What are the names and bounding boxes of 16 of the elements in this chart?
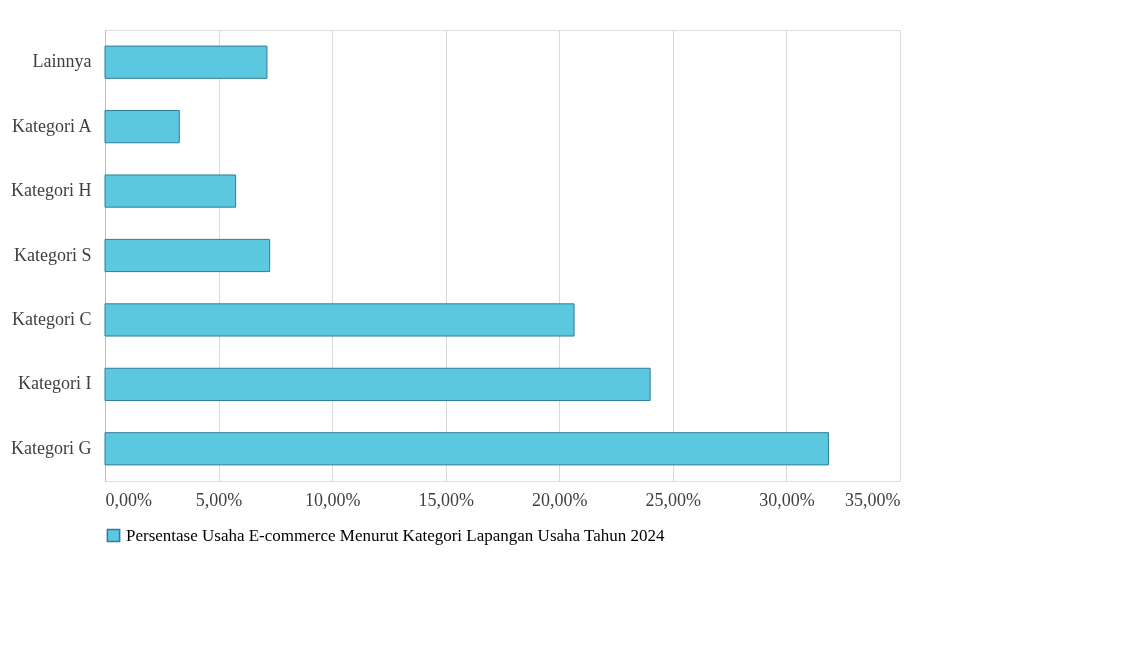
x-tick-label: 35,00%	[845, 489, 901, 510]
y-tick-label: Kategori A	[12, 115, 92, 136]
x-tick-label: 25,00%	[645, 489, 702, 510]
x-tick-label: 5,00%	[195, 489, 243, 510]
x-tick-label: 20,00%	[532, 489, 588, 510]
y-tick-label: Kategori G	[11, 437, 92, 458]
y-tick-label: Kategori C	[12, 308, 92, 329]
legend-label: Persentase Usaha E-commerce Menurut Kategori Lapangan Usaha Tahun 2024	[126, 525, 666, 545]
y-tick-label: Kategori H	[11, 180, 92, 201]
x-tick-label: 30,00%	[759, 489, 815, 510]
y-tick-label: Kategori I	[18, 373, 92, 394]
y-tick-label: Kategori S	[14, 244, 92, 265]
x-tick-label: 15,00%	[418, 489, 474, 510]
y-tick-label: Lainnya	[32, 51, 92, 72]
x-tick-label: 0,00%	[105, 489, 152, 510]
x-tick-label: 10,00%	[304, 489, 361, 510]
